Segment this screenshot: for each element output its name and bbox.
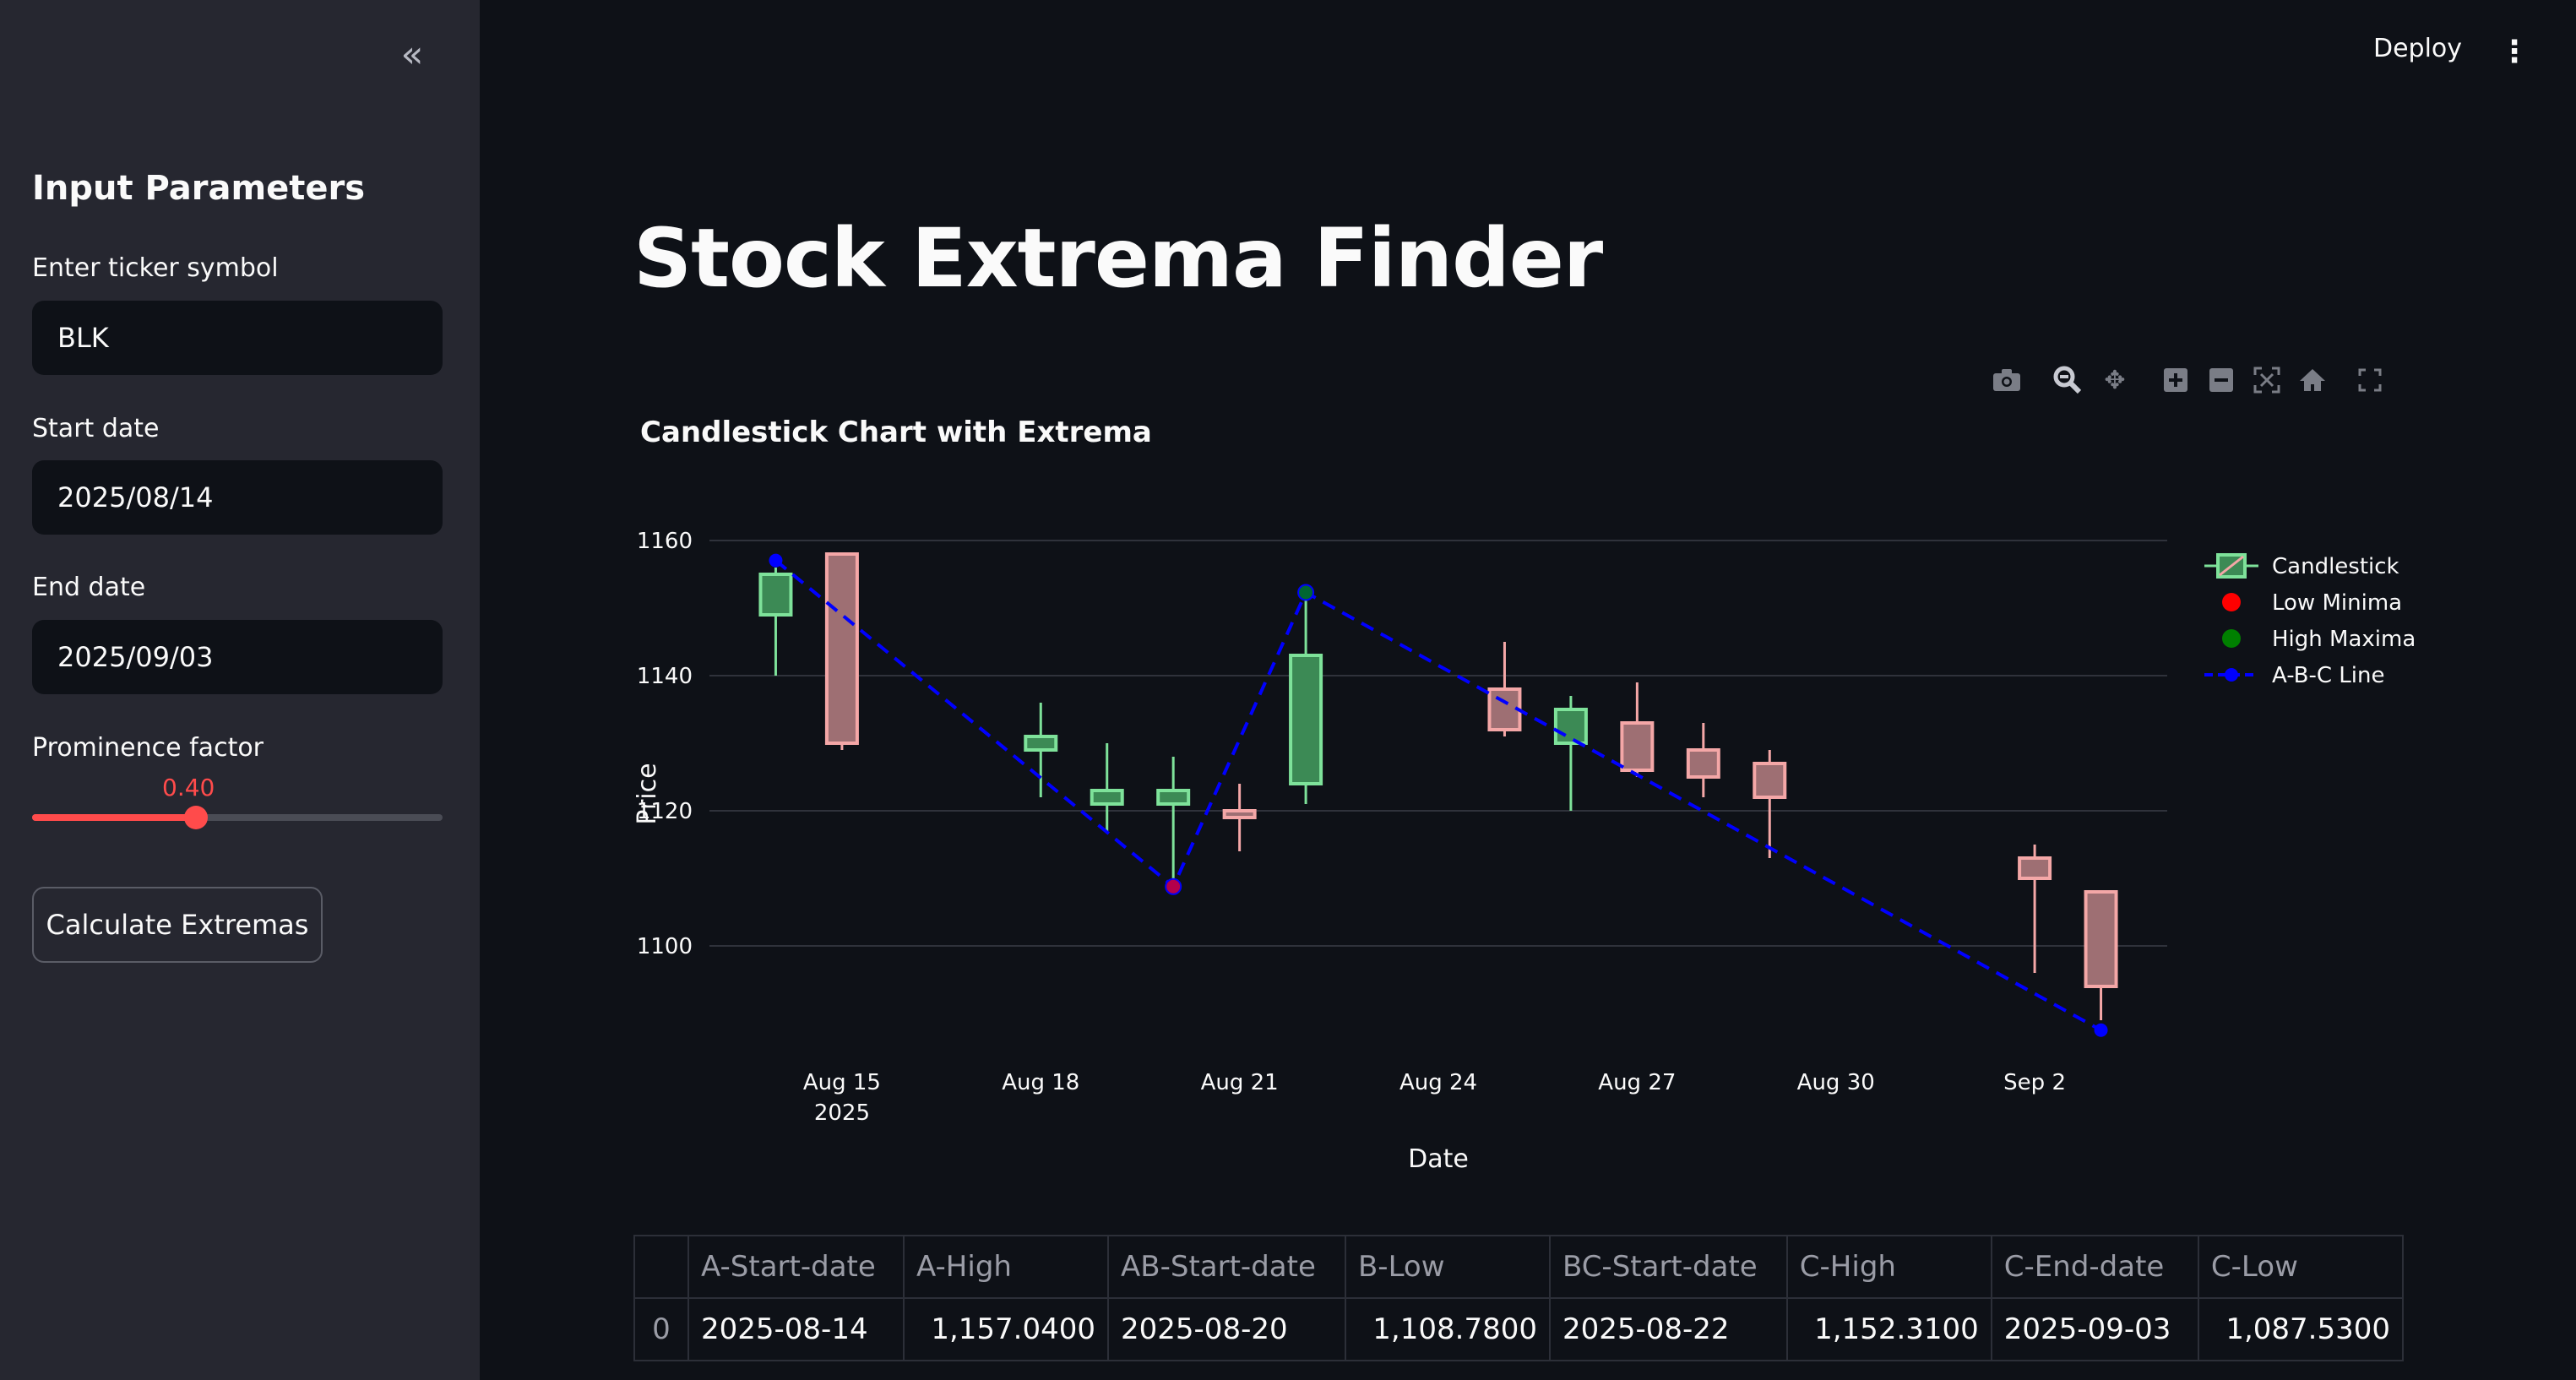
x-tick-label: Aug 30 bbox=[1797, 1070, 1875, 1095]
abc-point bbox=[2094, 1023, 2108, 1037]
sidebar-heading: Input Parameters bbox=[32, 169, 366, 208]
y-tick-label: 1100 bbox=[637, 934, 693, 959]
column-header[interactable]: AB-Start-date bbox=[1107, 1235, 1346, 1299]
x-tick-label: Aug 18 bbox=[1002, 1070, 1079, 1095]
table-cell[interactable]: 2025-08-20 bbox=[1107, 1297, 1346, 1361]
column-header[interactable]: C-End-date bbox=[1990, 1235, 2199, 1299]
x-tick-label: Aug 27 bbox=[1598, 1070, 1676, 1095]
legend-candle-slash bbox=[2219, 555, 2244, 577]
candle-body bbox=[2084, 890, 2118, 988]
legend-label: Low Minima bbox=[2272, 590, 2402, 616]
y-tick-label: 1140 bbox=[637, 664, 693, 689]
candle-body bbox=[1686, 748, 1720, 779]
candle-body bbox=[1289, 654, 1323, 785]
table-cell[interactable]: 2025-08-22 bbox=[1548, 1297, 1788, 1361]
prominence-value: 0.40 bbox=[162, 774, 215, 801]
table-cell[interactable]: 1,152.3100 bbox=[1785, 1297, 1992, 1361]
x-tick-label: Sep 2 bbox=[2003, 1070, 2066, 1095]
page-title: Stock Extrema Finder bbox=[633, 211, 1603, 306]
slider-fill bbox=[32, 814, 197, 821]
table-cell[interactable]: 1,087.5300 bbox=[2197, 1297, 2405, 1361]
column-header[interactable]: BC-Start-date bbox=[1548, 1235, 1788, 1299]
candle-body bbox=[824, 552, 859, 745]
prominence-label: Prominence factor bbox=[32, 733, 264, 763]
table-cell[interactable]: 2025-09-03 bbox=[1990, 1297, 2199, 1361]
low-minima-point bbox=[1165, 877, 1182, 895]
extrema-table[interactable]: A-Start-date A-High AB-Start-date B-Low BC-S… bbox=[633, 1235, 2405, 1361]
table-cell[interactable]: 2025-08-14 bbox=[687, 1297, 905, 1361]
legend-label: High Maxima bbox=[2272, 627, 2416, 652]
y-axis-title: Price bbox=[633, 763, 662, 824]
pan-icon[interactable]: ✥ bbox=[2104, 365, 2126, 395]
sidebar: « Input Parameters Enter ticker symbol S… bbox=[0, 0, 480, 1380]
x-tick-sublabel: 2025 bbox=[814, 1100, 870, 1126]
zoom-out-icon[interactable] bbox=[2204, 363, 2238, 397]
candlestick-chart: 1100 1120 1140 1160 Aug 15 2025 Aug 18 Aug 21 Au… bbox=[633, 529, 2416, 1174]
x-tick-label: Aug 24 bbox=[1399, 1070, 1477, 1095]
row-index: 0 bbox=[633, 1297, 689, 1361]
candle-body bbox=[1222, 809, 1257, 819]
prominence-slider[interactable] bbox=[32, 806, 443, 829]
home-icon[interactable] bbox=[2296, 363, 2329, 397]
column-header[interactable]: A-High bbox=[903, 1235, 1110, 1299]
camera-icon[interactable] bbox=[1990, 363, 2024, 397]
end-date-label: End date bbox=[32, 573, 146, 602]
zoom-in-icon[interactable] bbox=[2159, 363, 2193, 397]
x-tick-label: Aug 21 bbox=[1201, 1070, 1279, 1095]
ticker-label: Enter ticker symbol bbox=[32, 253, 279, 283]
candle-body bbox=[1156, 789, 1191, 806]
legend-dot bbox=[2222, 593, 2241, 611]
abc-point bbox=[769, 553, 783, 568]
candle-body bbox=[1553, 708, 1588, 745]
table-cell[interactable]: 1,108.7800 bbox=[1344, 1297, 1551, 1361]
ticker-input[interactable] bbox=[32, 301, 443, 375]
index-header bbox=[633, 1235, 689, 1299]
calculate-extremas-button[interactable]: Calculate Extremas bbox=[32, 887, 323, 963]
column-header[interactable]: C-High bbox=[1785, 1235, 1992, 1299]
legend-dot bbox=[2222, 629, 2241, 648]
zoom-icon[interactable] bbox=[2051, 363, 2084, 397]
fullscreen-icon[interactable] bbox=[2353, 363, 2387, 397]
column-header[interactable]: A-Start-date bbox=[687, 1235, 905, 1299]
candle-body bbox=[758, 573, 793, 617]
candle-body bbox=[1090, 789, 1124, 806]
collapse-sidebar-icon[interactable]: « bbox=[400, 32, 424, 76]
slider-thumb[interactable] bbox=[184, 806, 209, 829]
end-date-input[interactable] bbox=[32, 620, 443, 694]
table-header-row: A-Start-date A-High AB-Start-date B-Low BC-S… bbox=[633, 1235, 2405, 1299]
high-maxima-point bbox=[1297, 584, 1315, 601]
candle-body bbox=[1024, 735, 1058, 752]
y-tick-label: 1120 bbox=[637, 799, 693, 824]
column-header[interactable]: B-Low bbox=[1344, 1235, 1551, 1299]
candle-body bbox=[1753, 762, 1787, 799]
x-axis-title: Date bbox=[1408, 1144, 1469, 1174]
start-date-label: Start date bbox=[32, 414, 160, 443]
deploy-button[interactable]: Deploy bbox=[2373, 34, 2463, 63]
start-date-input[interactable] bbox=[32, 460, 443, 535]
table-row[interactable]: 0 2025-08-14 1,157.0400 2025-08-20 1,108.780… bbox=[633, 1297, 2405, 1361]
legend-label: Candlestick bbox=[2272, 554, 2399, 579]
candle-body bbox=[1620, 721, 1655, 772]
table-cell[interactable]: 1,157.0400 bbox=[903, 1297, 1110, 1361]
table-body: 0 2025-08-14 1,157.0400 2025-08-20 1,108.780… bbox=[633, 1297, 2405, 1361]
y-tick-label: 1160 bbox=[637, 529, 693, 554]
legend-label: A-B-C Line bbox=[2272, 663, 2385, 688]
legend-line-dot bbox=[2225, 668, 2238, 682]
more-vertical-icon[interactable]: ⋮ bbox=[2499, 34, 2530, 69]
candle-body bbox=[2018, 856, 2052, 880]
chart-title: Candlestick Chart with Extrema bbox=[640, 416, 1152, 449]
autoscale-icon[interactable] bbox=[2250, 363, 2284, 397]
column-header[interactable]: C-Low bbox=[2197, 1235, 2405, 1299]
abc-line bbox=[774, 559, 2102, 1032]
x-tick-label: Aug 15 bbox=[803, 1070, 881, 1095]
